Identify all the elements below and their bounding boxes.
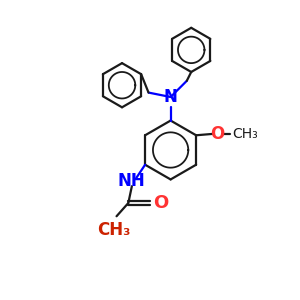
Text: CH₃: CH₃ [232, 127, 258, 141]
Text: NH: NH [118, 172, 146, 190]
Text: CH₃: CH₃ [97, 221, 130, 239]
Text: O: O [210, 125, 224, 143]
Text: O: O [153, 194, 168, 212]
Text: N: N [164, 88, 178, 106]
